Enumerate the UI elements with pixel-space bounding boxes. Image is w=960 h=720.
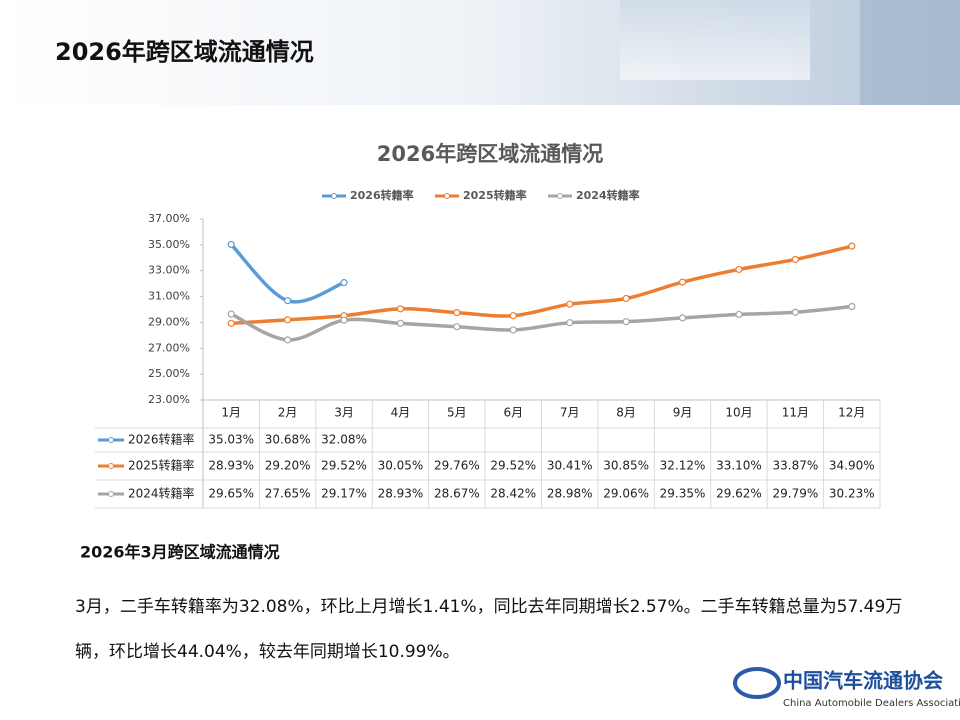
table-cell: 35.03% <box>208 433 254 447</box>
x-tick-label: 6月 <box>503 406 523 420</box>
table-marker <box>108 491 114 497</box>
table-cell: 33.10% <box>716 459 762 473</box>
point <box>735 310 743 319</box>
point <box>622 294 630 303</box>
section-text: 3月，二手车转籍率为32.08%，环比上月增长1.41%，同比去年同期增长2.5… <box>75 597 903 662</box>
point <box>678 314 687 322</box>
table-cell: 29.62% <box>716 487 762 501</box>
series-line <box>231 244 853 326</box>
point <box>509 312 517 320</box>
logo-icon <box>733 667 781 699</box>
banner-deco <box>860 0 960 105</box>
y-tick-label: 29.00% <box>148 315 190 328</box>
x-tick-label: 3月 <box>334 406 354 420</box>
point <box>848 242 856 250</box>
y-tick-label: 25.00% <box>148 367 190 380</box>
table-cell: 29.79% <box>772 487 818 501</box>
table-cell: 32.12% <box>660 459 706 473</box>
table-cell: 29.20% <box>265 459 311 473</box>
table-marker <box>108 463 114 469</box>
logo-name: 中国汽车流通协会 <box>783 669 943 693</box>
point <box>284 316 292 324</box>
table-cell: 29.52% <box>321 459 367 473</box>
point <box>791 308 799 316</box>
table-cell: 29.52% <box>490 459 536 473</box>
table-cell: 29.35% <box>660 487 706 501</box>
point <box>227 240 235 249</box>
point <box>678 278 687 286</box>
table-cell: 34.90% <box>829 459 875 473</box>
point <box>791 255 799 264</box>
point <box>848 302 856 311</box>
point <box>284 336 292 344</box>
x-tick-label: 10月 <box>725 406 752 420</box>
table-series-name: 2024转籍率 <box>128 486 195 501</box>
legend-marker <box>444 193 450 199</box>
table-cell: 30.85% <box>603 459 649 473</box>
x-tick-label: 4月 <box>391 406 411 420</box>
point <box>735 265 743 274</box>
x-tick-label: 5月 <box>447 406 467 420</box>
table-cell: 30.68% <box>265 433 311 447</box>
point <box>396 319 405 327</box>
y-tick-label: 33.00% <box>148 264 190 277</box>
legend-label: 2024转籍率 <box>576 188 640 202</box>
table-cell: 28.98% <box>547 487 593 501</box>
y-tick-label: 27.00% <box>148 341 190 354</box>
point <box>227 310 235 318</box>
x-tick-label: 9月 <box>673 406 693 420</box>
table-cell: 29.06% <box>603 487 649 501</box>
point <box>453 323 461 331</box>
legend-label: 2026转籍率 <box>350 188 414 202</box>
table-marker <box>108 437 114 443</box>
point <box>340 316 348 324</box>
x-tick-label: 11月 <box>782 406 809 420</box>
table-series-name: 2026转籍率 <box>128 432 195 447</box>
table-cell: 30.41% <box>547 459 593 473</box>
y-tick-label: 23.00% <box>148 393 190 406</box>
table-cell: 30.05% <box>378 459 424 473</box>
table-cell: 32.08% <box>321 433 367 447</box>
table-cell: 27.65% <box>265 487 311 501</box>
table-series-name: 2025转籍率 <box>128 458 195 473</box>
point <box>509 326 517 334</box>
point <box>227 319 235 327</box>
y-tick-label: 35.00% <box>148 238 190 251</box>
legend-marker <box>557 193 563 199</box>
x-tick-label: 12月 <box>838 406 865 420</box>
section-title: 2026年3月跨区域流通情况 <box>80 543 280 562</box>
logo-english: China Automobile Dealers Association <box>783 698 960 709</box>
point <box>396 305 405 313</box>
point <box>340 279 348 287</box>
y-tick-label: 37.00% <box>148 212 190 225</box>
point <box>566 300 574 308</box>
table-cell: 29.76% <box>434 459 480 473</box>
banner-deco <box>620 0 810 80</box>
table-cell: 28.67% <box>434 487 480 501</box>
table-cell: 29.17% <box>321 487 367 501</box>
table-cell: 33.87% <box>772 459 818 473</box>
x-tick-label: 1月 <box>221 406 241 420</box>
point <box>453 309 461 317</box>
x-tick-label: 2月 <box>278 406 298 420</box>
slide-title: 2026年跨区域流通情况 <box>55 38 314 66</box>
legend-label: 2025转籍率 <box>463 188 527 202</box>
legend-marker <box>331 193 337 199</box>
point <box>284 297 292 305</box>
table-cell: 29.65% <box>208 487 254 501</box>
y-tick-label: 31.00% <box>148 290 190 303</box>
point <box>566 319 574 327</box>
point <box>622 318 630 326</box>
chart-title: 2026年跨区域流通情况 <box>377 142 603 166</box>
x-tick-label: 7月 <box>560 406 580 420</box>
x-tick-label: 8月 <box>616 406 636 420</box>
table-cell: 28.42% <box>490 487 536 501</box>
table-cell: 28.93% <box>378 487 424 501</box>
series-line <box>229 243 345 304</box>
table-cell: 28.93% <box>208 459 254 473</box>
table-cell: 30.23% <box>829 487 875 501</box>
